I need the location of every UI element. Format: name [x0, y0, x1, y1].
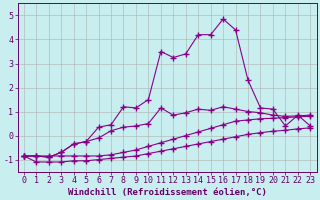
X-axis label: Windchill (Refroidissement éolien,°C): Windchill (Refroidissement éolien,°C) — [68, 188, 267, 197]
